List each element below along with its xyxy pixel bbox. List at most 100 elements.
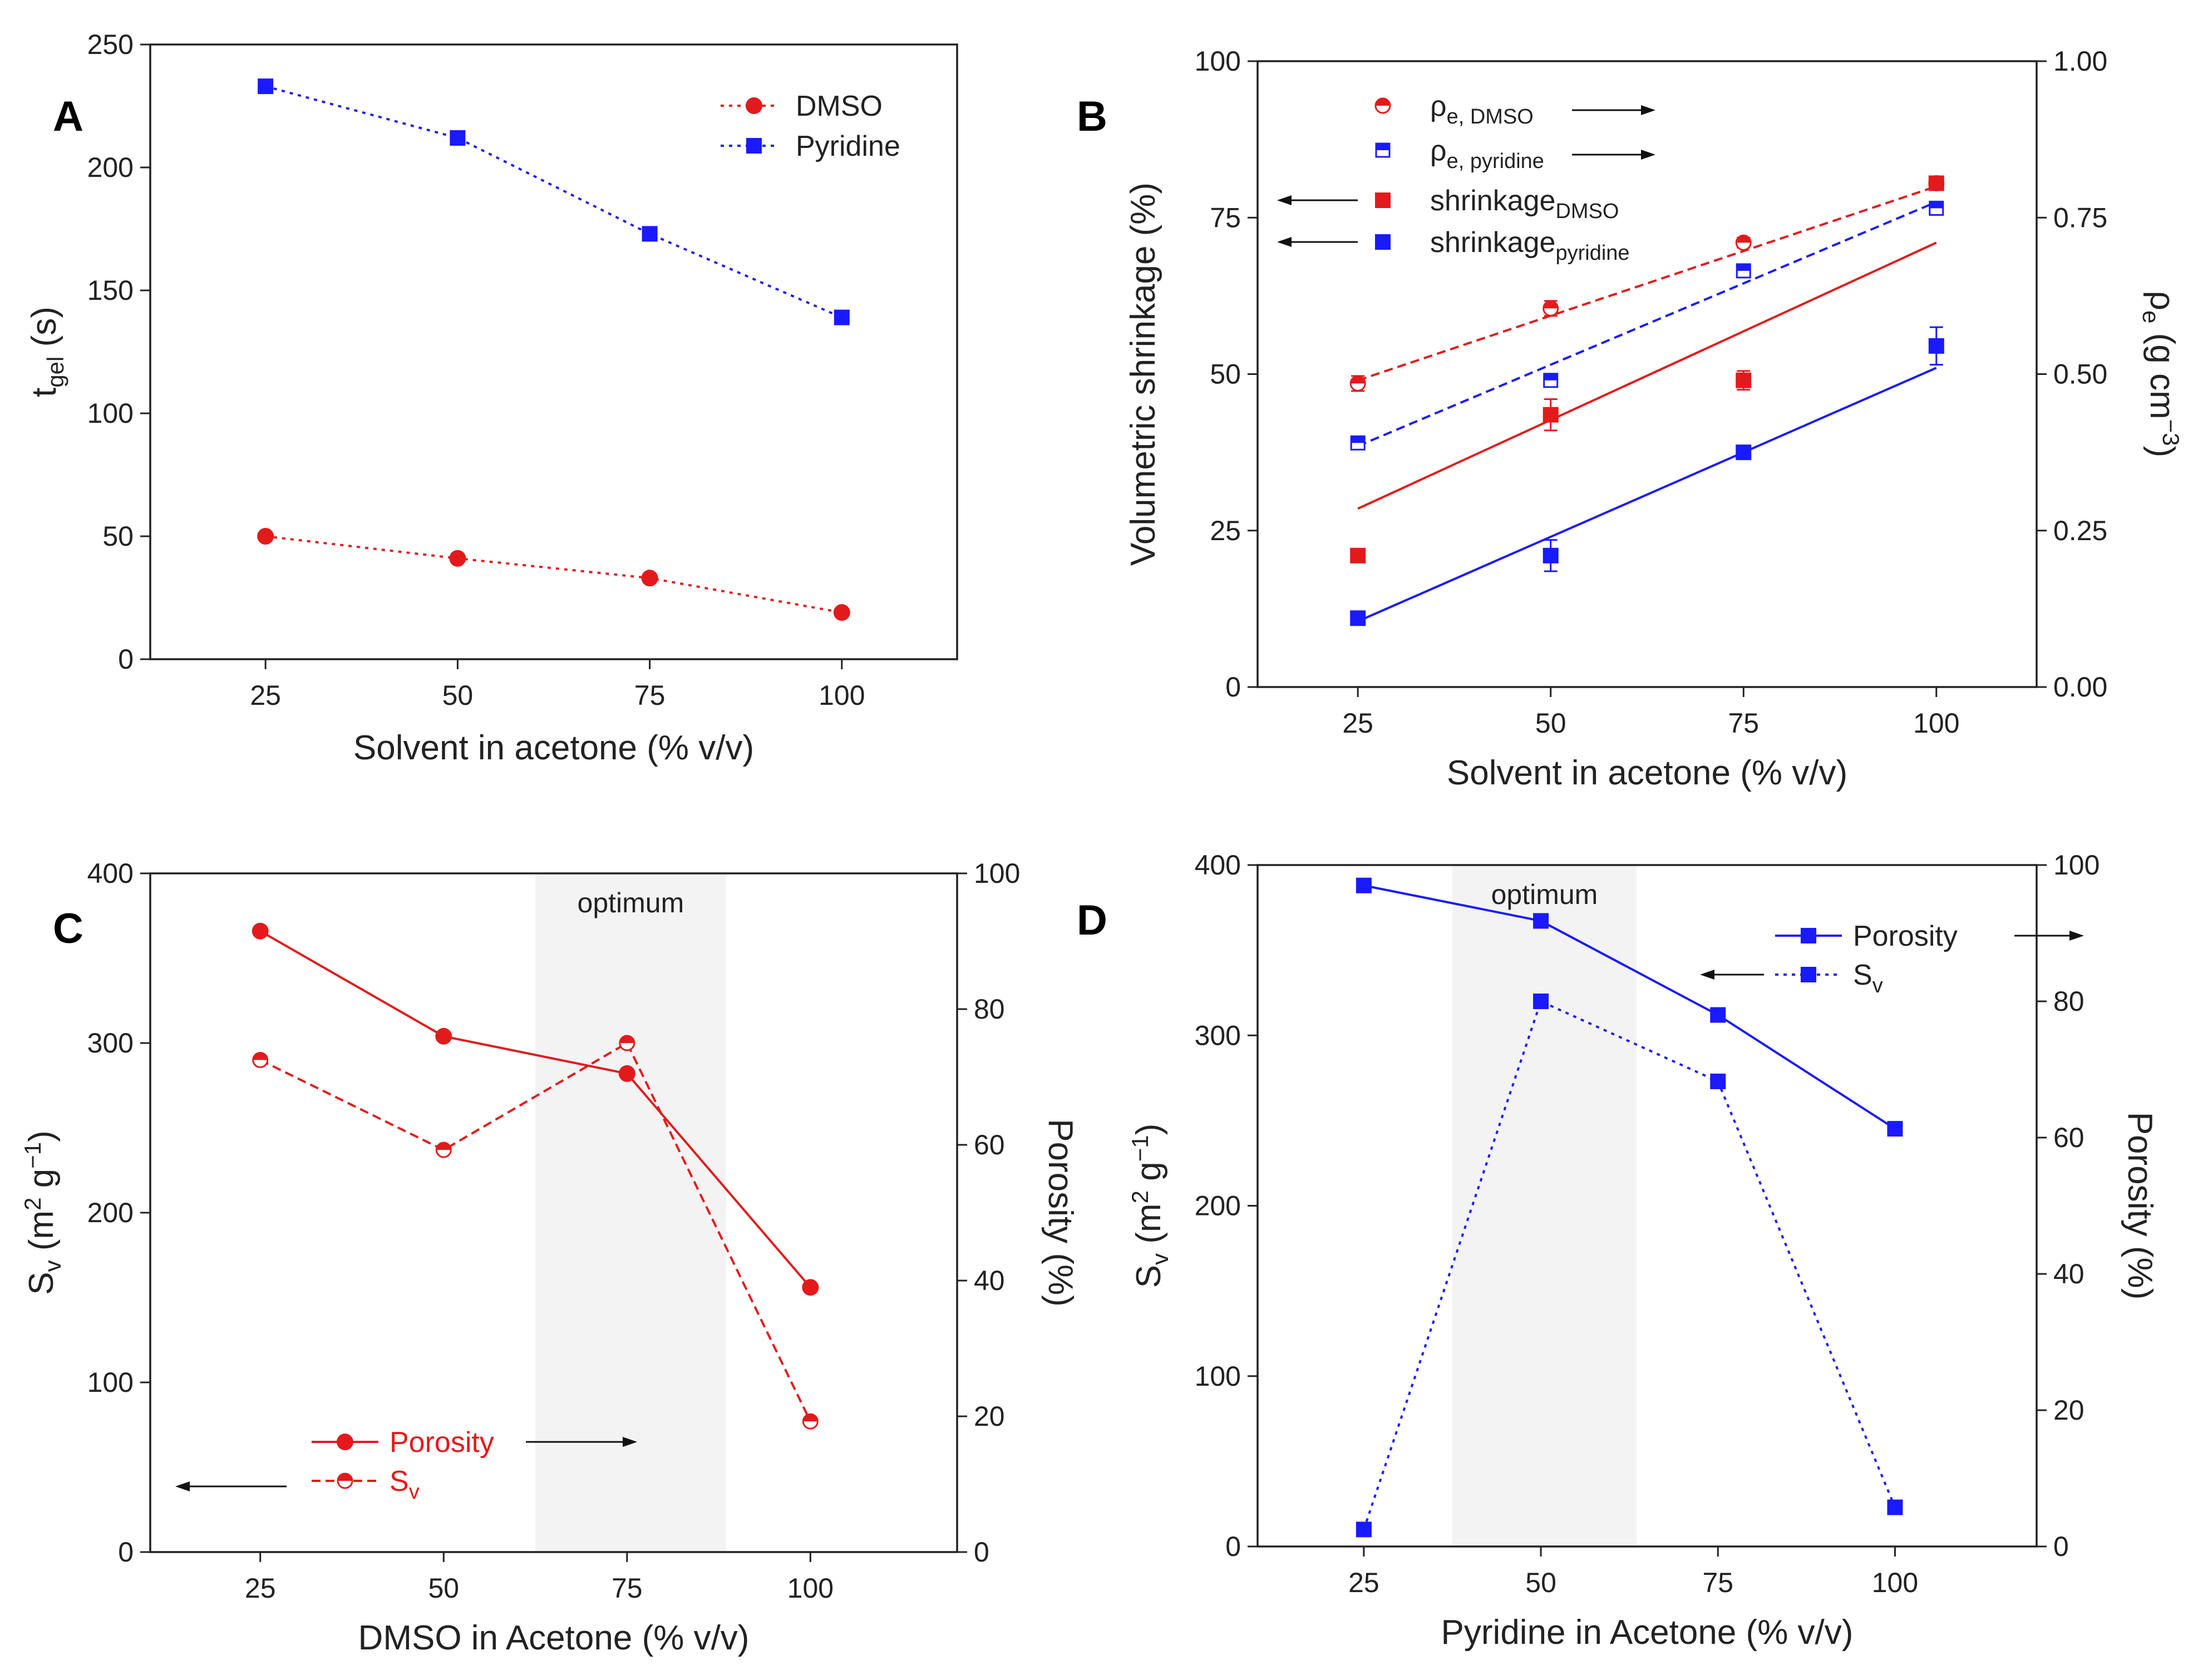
- y-tick-label-right-b: 0.75: [2053, 202, 2107, 233]
- data-point-d: [1356, 1521, 1372, 1538]
- series-line-a: [265, 85, 842, 319]
- x-tick-label-d: 100: [1872, 1567, 1918, 1598]
- legend-marker-b: [1375, 142, 1391, 158]
- y-tick-label-right-c: 80: [974, 994, 1005, 1025]
- data-point-a: [641, 570, 658, 587]
- y-tick-label-right-b: 1.00: [2053, 46, 2107, 77]
- y-tick-label-right-c: 0: [974, 1536, 989, 1568]
- y-tick-label-left-b: 0: [1225, 671, 1241, 703]
- x-axis-title-c: DMSO in Acetone (% v/v): [358, 1619, 750, 1657]
- data-point-d: [1533, 994, 1549, 1009]
- legend-label-b: shrinkagepyridine: [1430, 226, 1630, 265]
- data-point-c: [618, 1065, 635, 1082]
- data-point-d: [1887, 1121, 1903, 1137]
- data-point-b: [1349, 375, 1366, 392]
- legend-arrow-left-b: [1277, 237, 1358, 247]
- y-tick-label-left-a: 150: [87, 275, 134, 306]
- legend-arrow-d: [2014, 931, 2084, 941]
- y-tick-label-right-d: 40: [2053, 1258, 2084, 1289]
- series-d-porosity: [1356, 877, 1903, 1137]
- panel-letter-c: C: [53, 905, 83, 952]
- legend-arrow-left-b: [1277, 195, 1358, 205]
- y-tick-label-right-d: 100: [2053, 849, 2100, 881]
- y-axis-title-right-c: Porosity (%): [1041, 1119, 1080, 1307]
- y-tick-label-right-b: 0.50: [2053, 359, 2107, 390]
- data-point-d: [1356, 877, 1372, 893]
- data-point-b: [1736, 263, 1751, 279]
- data-point-a: [642, 226, 658, 242]
- data-point-b: [1736, 444, 1752, 461]
- x-tick-label-c: 100: [787, 1573, 834, 1604]
- data-point-d: [1710, 1007, 1726, 1023]
- x-tick-label-a: 50: [442, 680, 474, 711]
- fit-line-b: [1357, 201, 1937, 447]
- legend-marker-b: [1375, 234, 1391, 250]
- y-tick-label-left-d: 200: [1195, 1190, 1241, 1222]
- y-tick-label-right-c: 40: [974, 1265, 1005, 1296]
- series-a-dmso: [257, 528, 850, 621]
- data-point-b: [1736, 372, 1752, 388]
- optimum-label-c: optimum: [578, 887, 684, 918]
- legend-marker-a: [746, 138, 762, 154]
- data-point-b: [1542, 547, 1559, 564]
- y-tick-label-right-d: 60: [2053, 1122, 2084, 1153]
- panel-letter-d: D: [1077, 897, 1107, 944]
- optimum-band-c: [535, 873, 726, 1552]
- series-b-0: [1349, 175, 1945, 392]
- legend-label-d: Sv: [1853, 959, 1883, 997]
- y-tick-label-left-d: 400: [1195, 849, 1241, 881]
- x-axis-title-a: Solvent in acetone (% v/v): [353, 729, 754, 767]
- legend-label-b: shrinkageDMSO: [1430, 185, 1619, 223]
- series-c-porosity: [252, 922, 819, 1296]
- panel-letter-b: B: [1077, 93, 1107, 140]
- data-point-c: [435, 1142, 452, 1158]
- y-tick-label-right-b: 0.25: [2053, 515, 2107, 546]
- data-point-c: [252, 1052, 269, 1068]
- y-tick-label-right-d: 20: [2053, 1395, 2084, 1426]
- series-line-c: [259, 1041, 812, 1422]
- x-tick-label-d: 75: [1702, 1567, 1733, 1598]
- y-tick-label-left-c: 300: [87, 1027, 134, 1059]
- series-b-3: [1350, 326, 1944, 626]
- legend-arrow-c: [175, 1481, 287, 1491]
- series-line-d: [1363, 1000, 1896, 1530]
- legend-label-a: Pyridine: [796, 130, 900, 162]
- x-axis-title-b: Solvent in acetone (% v/v): [1447, 754, 1847, 792]
- legend-marker-b: [1374, 97, 1391, 114]
- panel-letter-a: A: [53, 93, 83, 140]
- data-point-a: [257, 528, 274, 545]
- x-tick-label-b: 50: [1535, 708, 1566, 739]
- panel-d: optimum D 25 50 75 100 0 100 200 300 400 0 20 40 60 80 1…: [1077, 849, 2159, 1652]
- x-tick-label-d: 25: [1348, 1567, 1379, 1598]
- y-axis-title-left-b: Volumetric shrinkage (%): [1124, 182, 1162, 566]
- data-point-b: [1350, 435, 1366, 451]
- series-b-1: [1350, 200, 1944, 451]
- x-tick-label-a: 25: [250, 680, 281, 711]
- legend-marker-d: [1801, 967, 1816, 982]
- y-tick-label-left-b: 75: [1210, 202, 1241, 233]
- y-tick-label-right-d: 80: [2053, 986, 2084, 1017]
- legend-marker-d: [1801, 928, 1816, 943]
- x-tick-label-c: 25: [245, 1573, 276, 1604]
- legend-b: ρe, DMSO ρe, pyridine shrinkageDMSOshrinka…: [1277, 90, 1655, 265]
- legend-arrow-c: [526, 1437, 637, 1447]
- series-b-2: [1350, 175, 1944, 564]
- data-point-d: [1710, 1073, 1726, 1089]
- optimum-label-d: optimum: [1491, 879, 1598, 910]
- legend-marker-b: [1375, 192, 1391, 208]
- optimum-band-d: [1452, 865, 1637, 1546]
- y-tick-label-left-a: 250: [87, 29, 134, 60]
- legend-label-c: Sv: [390, 1465, 420, 1504]
- data-point-b: [1543, 373, 1559, 388]
- data-point-b: [1928, 175, 1944, 191]
- data-point-c: [252, 922, 269, 940]
- fit-line-b: [1357, 367, 1937, 622]
- y-tick-label-left-a: 0: [118, 644, 134, 675]
- y-tick-label-right-b: 0.00: [2053, 671, 2107, 703]
- data-point-c: [802, 1279, 819, 1296]
- legend-arrow-right-b: [1572, 105, 1655, 115]
- y-tick-label-left-a: 50: [102, 521, 134, 552]
- legend-label-a: DMSO: [796, 90, 883, 122]
- legend-arrow-d: [1700, 970, 1764, 980]
- y-axis-title-right-d: Porosity (%): [2121, 1112, 2159, 1300]
